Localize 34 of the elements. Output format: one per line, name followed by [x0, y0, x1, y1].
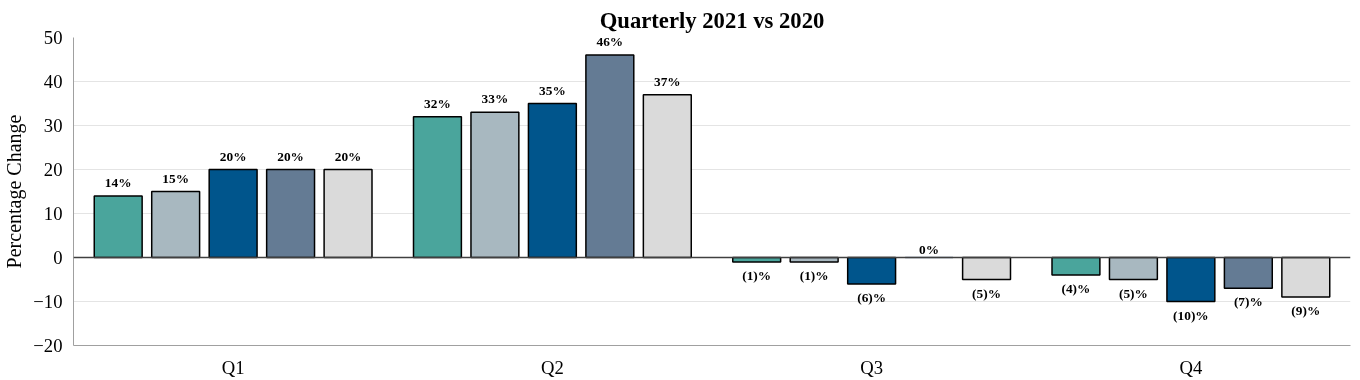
y-tick-label: 20 [43, 159, 63, 180]
y-axis-title: Percentage Change [3, 114, 27, 269]
data-label: (5)% [1118, 285, 1148, 301]
data-label: 14% [104, 174, 132, 190]
data-label: 33% [481, 91, 509, 107]
y-tick-label: −10 [33, 291, 63, 312]
data-label: 20% [277, 148, 304, 164]
data-label: 32% [424, 95, 451, 111]
y-tick-label: −20 [33, 335, 63, 356]
y-tick-label: 0 [53, 247, 63, 268]
x-tick-label: Q4 [1179, 356, 1203, 378]
x-tick-label: Q1 [221, 356, 245, 378]
data-label: (9)% [1291, 303, 1321, 319]
data-label: (7)% [1233, 294, 1263, 310]
y-tick-label: 50 [43, 27, 63, 48]
data-label: (10)% [1173, 307, 1209, 323]
data-label: 20% [334, 148, 362, 164]
data-label: 15% [162, 170, 189, 186]
data-label: 46% [596, 34, 624, 50]
data-label: 37% [653, 73, 681, 89]
data-label: 20% [219, 148, 247, 164]
data-label: (6)% [857, 289, 887, 305]
data-label: 0% [919, 241, 940, 257]
data-label: (5)% [972, 285, 1001, 301]
chart-title: Quarterly 2021 vs 2020 [599, 7, 825, 33]
x-tick-label: Q2 [540, 356, 564, 378]
y-tick-label: 40 [43, 71, 63, 92]
data-label: (1)% [742, 267, 772, 283]
x-tick-label: Q3 [860, 356, 884, 378]
data-label: 35% [539, 82, 566, 98]
data-label: (4)% [1061, 281, 1091, 297]
y-tick-label: 30 [43, 115, 63, 136]
data-label: (1)% [799, 267, 829, 283]
y-tick-label: 10 [43, 203, 63, 224]
